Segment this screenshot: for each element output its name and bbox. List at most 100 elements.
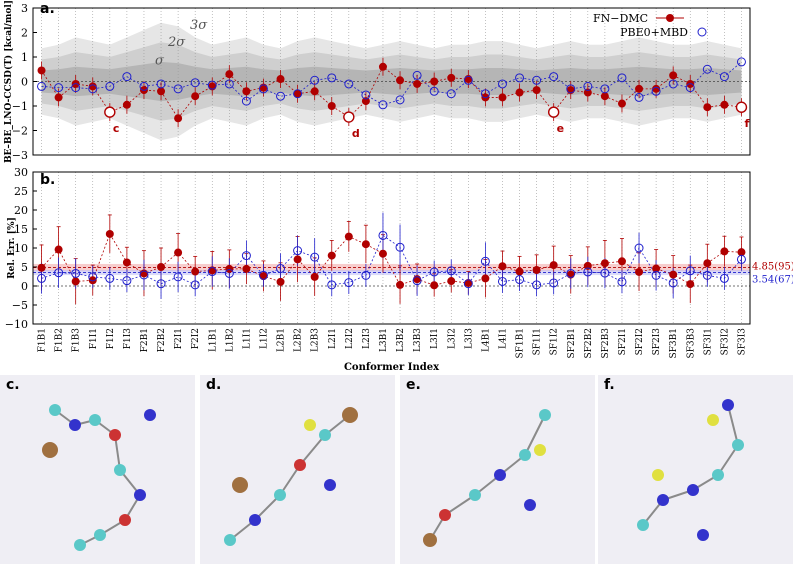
- point-mbd-a: [549, 72, 559, 82]
- molecule-panel-c: c.: [0, 375, 195, 564]
- molecule-label-f: f.: [604, 377, 615, 393]
- panel-label-b: b.: [40, 172, 55, 188]
- ytick-label-b: 20: [14, 204, 28, 217]
- point-dmc-a: [174, 114, 183, 123]
- sigma-label: 3σ: [190, 18, 208, 33]
- point-dmc-b: [361, 240, 370, 249]
- point-mbd-a: [241, 96, 251, 106]
- point-dmc-b: [652, 264, 661, 273]
- point-dmc-a: [327, 102, 336, 110]
- annotation-label: e: [557, 122, 564, 135]
- ytick-label-a: −2: [12, 125, 28, 138]
- point-mbd-a: [139, 81, 149, 91]
- point-mbd-b: [139, 270, 149, 280]
- panel-b: −10 −5 0 5 10 15 20 25 30 F1B1 F1B2 F1B3 F1I1 F1I2 F1I…: [5, 166, 793, 373]
- xtick-label: F2B2: [157, 328, 167, 352]
- point-mbd-a: [327, 73, 337, 83]
- point-mbd-b: [173, 272, 183, 282]
- xtick-label: L3I2: [447, 328, 457, 349]
- point-mbd-b: [71, 268, 81, 278]
- point-mbd-a: [463, 75, 473, 85]
- point-mbd-b: [634, 243, 644, 253]
- legend-marker-dmc: [666, 14, 674, 22]
- xtick-label: F1I3: [123, 328, 133, 350]
- mean-band-dmc: [33, 263, 750, 272]
- point-dmc-a: [430, 77, 439, 86]
- point-dmc-a: [88, 82, 97, 91]
- point-mbd-a: [156, 79, 166, 89]
- point-dmc-highlight: [104, 106, 116, 118]
- point-dmc-a: [413, 79, 422, 88]
- point-mbd-a: [88, 84, 98, 94]
- point-mbd-b: [429, 267, 439, 277]
- point-mbd-b: [207, 267, 217, 277]
- point-dmc-a: [635, 84, 644, 93]
- point-mbd-b: [549, 278, 559, 288]
- xtick-label: F2I1: [174, 328, 184, 349]
- point-dmc-b: [191, 267, 200, 276]
- point-dmc-b: [737, 248, 746, 257]
- point-mbd-b: [446, 266, 456, 276]
- point-dmc-b: [276, 277, 285, 286]
- point-mbd-a: [190, 78, 200, 88]
- point-dmc-b: [430, 281, 439, 290]
- point-mbd-a: [480, 89, 490, 99]
- ytick-label-a: 3: [21, 2, 28, 15]
- point-dmc-b: [105, 229, 114, 238]
- point-mbd-b: [685, 266, 695, 276]
- legend-label-mbd: PBE0+MBD: [620, 26, 688, 39]
- xtick-label: SF2B3: [601, 328, 611, 359]
- point-dmc-highlight: [343, 111, 355, 123]
- xtick-label: L2I1: [328, 328, 338, 349]
- legend-marker-mbd: [697, 27, 707, 37]
- point-dmc-a: [54, 93, 63, 102]
- point-mbd-a: [617, 73, 627, 83]
- xtick-label: L1I2: [259, 328, 269, 349]
- point-dmc-a: [583, 88, 592, 97]
- point-dmc-a: [720, 100, 729, 109]
- ytick-label-b: 0: [21, 280, 28, 293]
- point-mbd-b: [361, 270, 371, 280]
- ytick-label-b: 5: [21, 261, 28, 274]
- point-mbd-a: [37, 81, 47, 91]
- panel-label-a: a.: [40, 1, 55, 17]
- point-mbd-b: [736, 254, 746, 264]
- ytick-label-b: −10: [5, 318, 28, 331]
- xtick-label: SF2I3: [652, 328, 662, 356]
- point-mbd-a: [600, 84, 610, 94]
- point-dmc-b: [600, 259, 609, 268]
- xtick-label: L2I3: [362, 328, 372, 349]
- point-dmc-a: [600, 92, 609, 101]
- point-dmc-b: [464, 278, 473, 287]
- xtick-label: SF2I1: [618, 328, 628, 355]
- ytick-label-b: −5: [12, 299, 28, 312]
- xtick-label: F1I2: [106, 328, 116, 349]
- xtick-label: L2B2: [294, 328, 304, 352]
- point-mbd-b: [327, 280, 337, 290]
- molecule-label-e: e.: [406, 377, 421, 393]
- point-dmc-a: [378, 62, 387, 71]
- point-mbd-b: [241, 251, 251, 261]
- sigma-band-1: [41, 61, 742, 102]
- point-mbd-b: [515, 275, 525, 285]
- point-mbd-a: [173, 84, 183, 94]
- point-dmc-highlight: [735, 101, 748, 113]
- ytick-label-a: 2: [21, 27, 28, 40]
- point-dmc-a: [652, 84, 661, 93]
- point-dmc-b: [157, 263, 166, 271]
- xtick-label: F2B1: [140, 328, 150, 352]
- point-dmc-a: [37, 66, 46, 75]
- point-dmc-a: [703, 103, 712, 112]
- point-mbd-a: [293, 89, 303, 99]
- point-mbd-b: [532, 280, 542, 290]
- point-mbd-a: [583, 81, 593, 91]
- point-mbd-b: [395, 242, 405, 252]
- ytick-label-a: 1: [21, 51, 28, 64]
- xtick-label: L1B2: [225, 328, 235, 352]
- point-mbd-a: [54, 83, 64, 93]
- molecule-image-e: [423, 409, 551, 547]
- xtick-label: SF2B2: [584, 328, 594, 358]
- point-mbd-b: [224, 268, 234, 278]
- point-dmc-a: [515, 88, 524, 97]
- point-dmc-b: [242, 264, 251, 273]
